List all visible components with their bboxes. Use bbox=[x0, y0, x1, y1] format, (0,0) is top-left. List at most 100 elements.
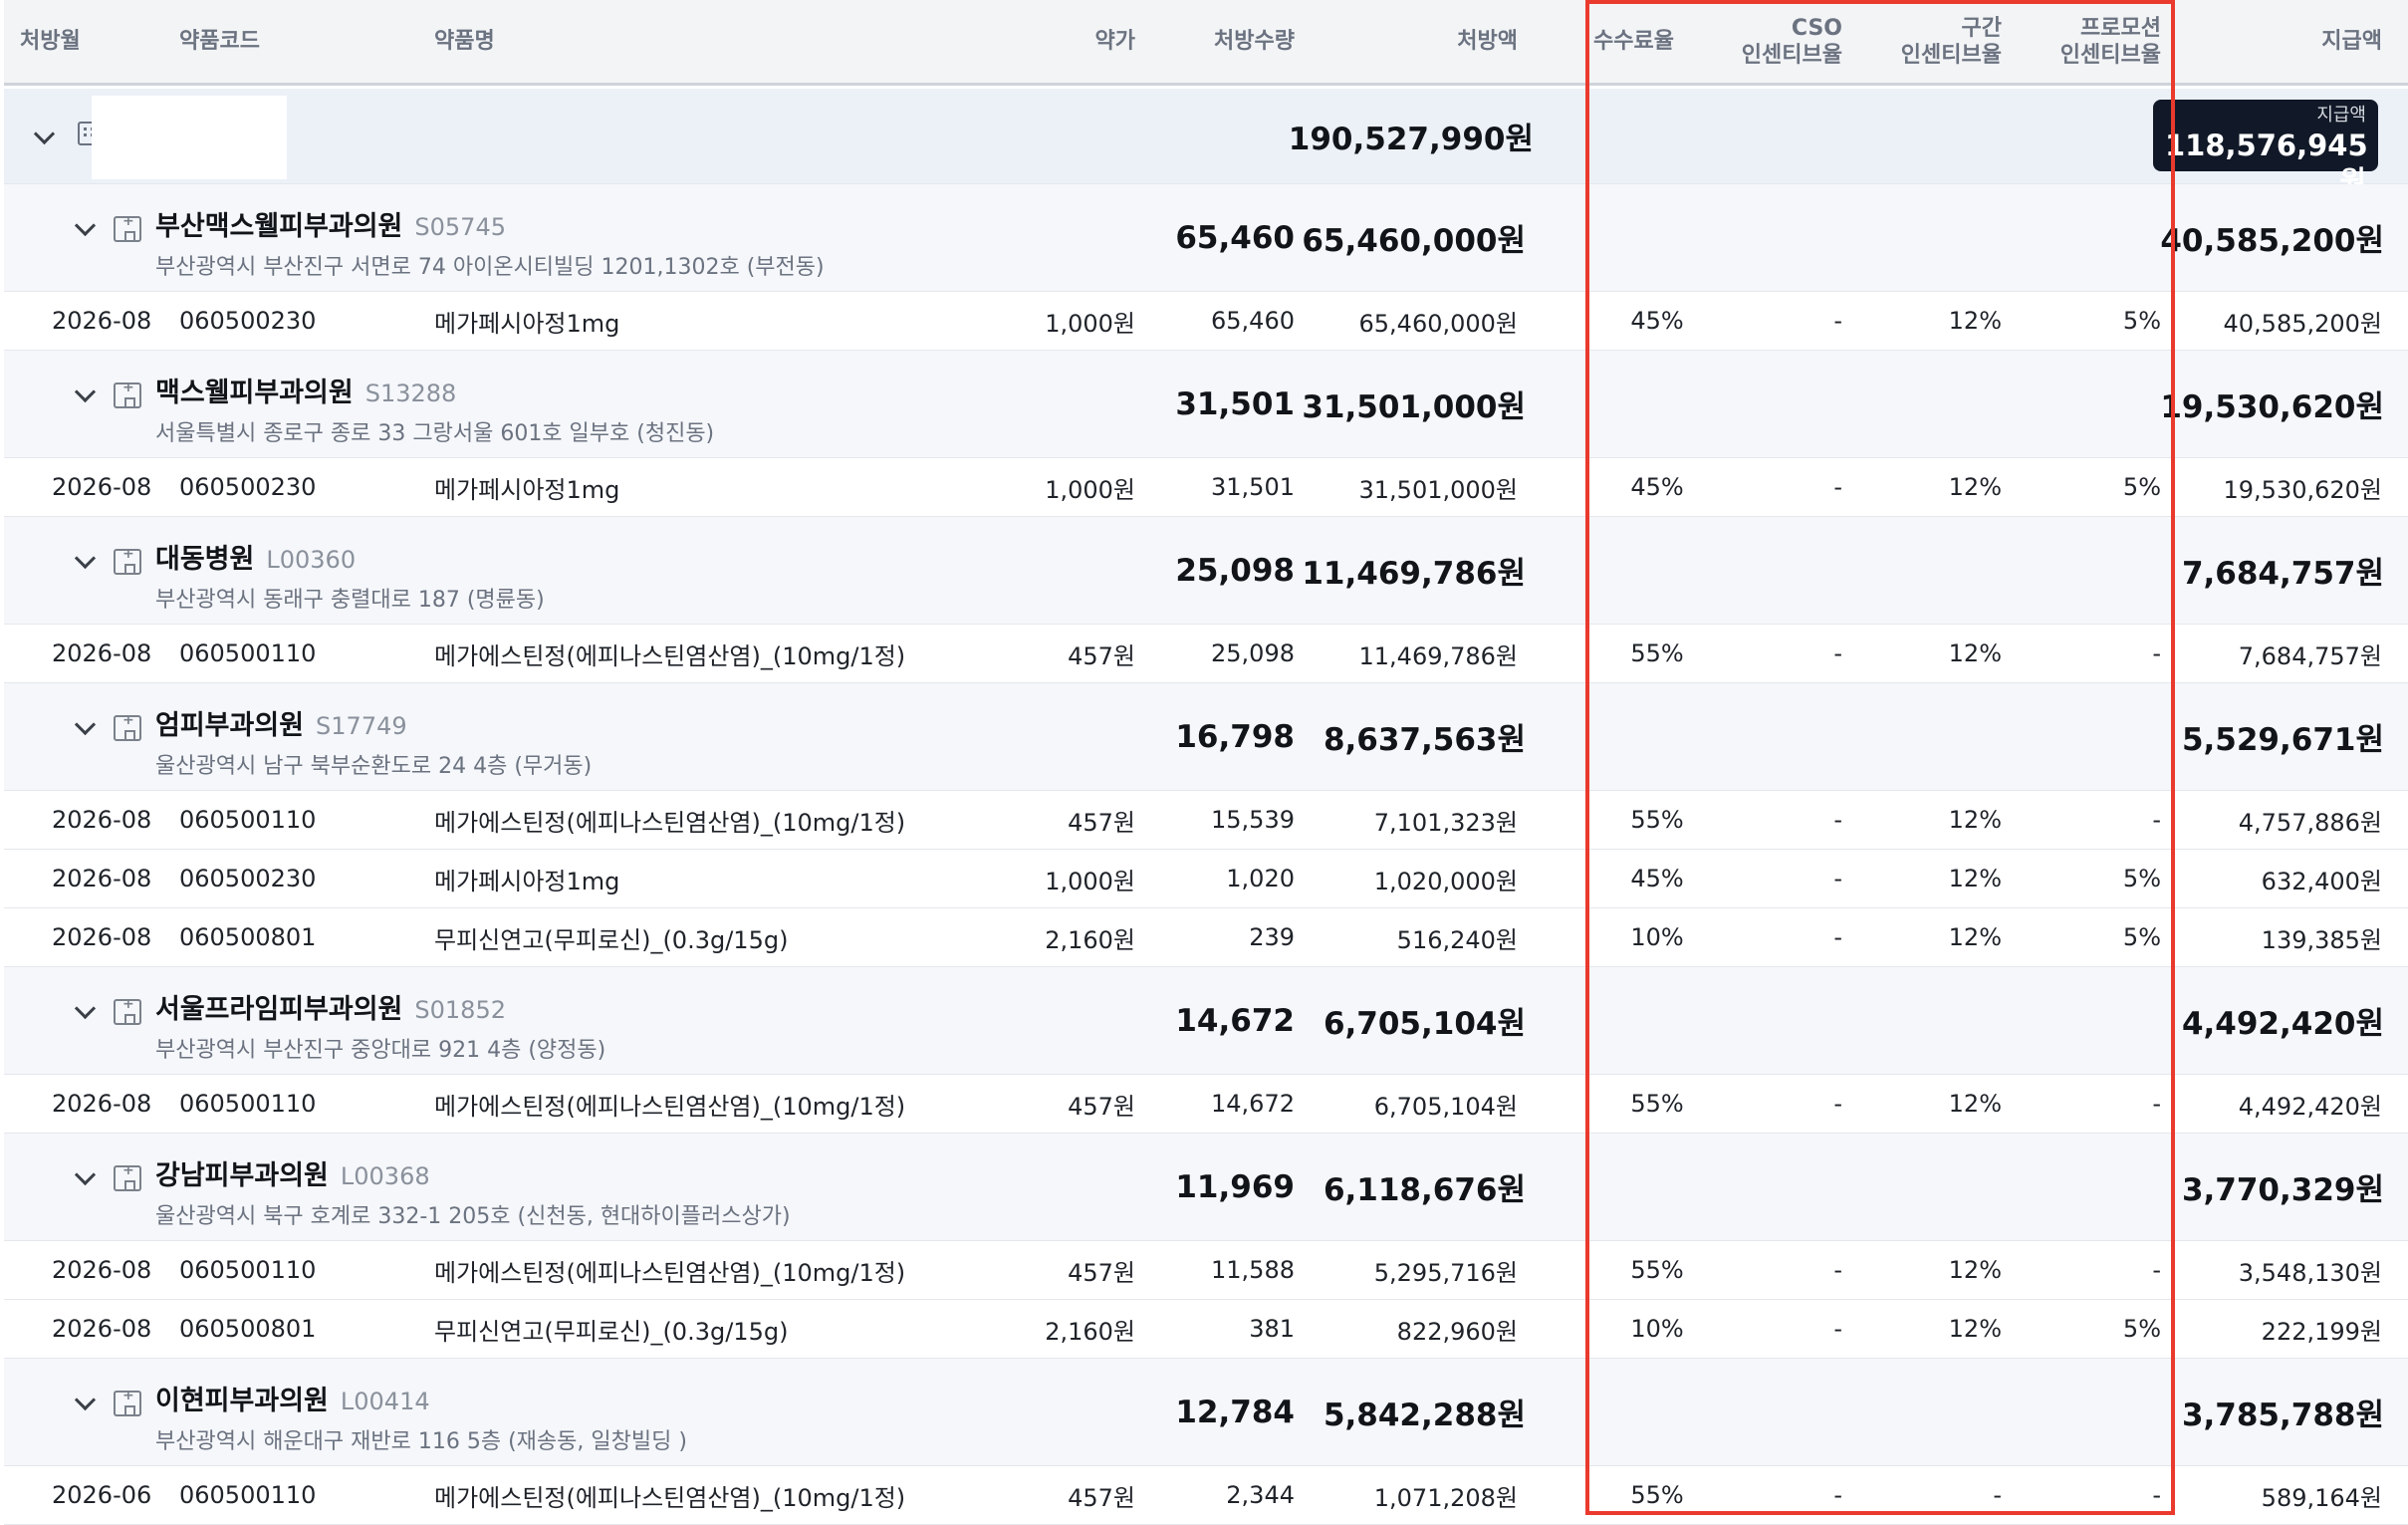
cell-promo-rate: - bbox=[2152, 639, 2161, 667]
cell-month: 2026-08 bbox=[52, 473, 152, 501]
clinic-row[interactable]: 강남피부과의원 L00368 울산광역시 북구 호계로 332-1 205호 (신천… bbox=[4, 1134, 2408, 1241]
col-header-name[interactable]: 약품명 bbox=[434, 29, 495, 54]
clinic-info: 이현피부과의원 L00414 부산광역시 해운대구 재반로 116 5층 (재송동,… bbox=[155, 1379, 687, 1455]
clinic-payment: 7,684,757원 bbox=[2181, 556, 2384, 592]
clinic-amount: 5,842,288원 bbox=[1323, 1398, 1526, 1433]
chevron-down-icon[interactable] bbox=[74, 214, 97, 237]
total-payment-label: 지급액 bbox=[2316, 105, 2366, 126]
clinic-info: 엄피부과의원 S17749 울산광역시 남구 북부순환도로 24 4층 (무거동) bbox=[155, 703, 592, 780]
col-header-cso[interactable]: CSO 인센티브율 bbox=[1741, 0, 1842, 83]
chevron-down-icon[interactable] bbox=[74, 997, 97, 1020]
cell-payment: 589,164원 bbox=[2261, 1483, 2382, 1512]
col-header-promo[interactable]: 프로모션 인센티브율 bbox=[2002, 0, 2161, 83]
chevron-down-icon[interactable] bbox=[74, 713, 97, 736]
cell-amount: 1,020,000원 bbox=[1373, 867, 1518, 895]
clinic-row[interactable]: 부산맥스웰피부과의원 S05745 부산광역시 부산진구 서면로 74 아이온시티빌… bbox=[4, 184, 2408, 292]
clinic-payment: 19,530,620원 bbox=[2160, 389, 2384, 425]
col-header-code[interactable]: 약품코드 bbox=[179, 29, 260, 54]
cell-fee-rate: 10% bbox=[1630, 1315, 1684, 1343]
cell-month: 2026-08 bbox=[52, 639, 152, 667]
col-header-promo-line1: 프로모션 bbox=[2080, 15, 2161, 41]
drug-row[interactable]: 2026-08 060500801 무피신연고(무피로신)_(0.3g/15g) 2,… bbox=[4, 908, 2408, 967]
col-header-payment[interactable]: 지급액 bbox=[2321, 29, 2382, 54]
cell-code: 060500110 bbox=[179, 639, 317, 667]
cell-qty: 11,588 bbox=[1211, 1256, 1295, 1284]
cell-fee-rate: 55% bbox=[1630, 1090, 1684, 1118]
col-header-cso-line1: CSO bbox=[1791, 15, 1842, 41]
cell-code: 060500230 bbox=[179, 473, 317, 501]
cell-code: 060500110 bbox=[179, 1256, 317, 1284]
drug-row[interactable]: 2026-08 060500110 메가에스틴정(에피나스틴염산염)_(10mg/1… bbox=[4, 1075, 2408, 1134]
chevron-down-icon[interactable] bbox=[74, 1389, 97, 1411]
cell-cso-rate: - bbox=[1833, 1481, 1842, 1509]
clinic-row[interactable]: 서울프라임피부과의원 S01852 부산광역시 부산진구 중앙대로 921 4층 (… bbox=[4, 967, 2408, 1075]
cell-drug-name: 무피신연고(무피로신)_(0.3g/15g) bbox=[434, 1317, 789, 1346]
chevron-down-icon[interactable] bbox=[74, 1163, 97, 1186]
clinic-address: 울산광역시 북구 호계로 332-1 205호 (신천동, 현대하이플러스상가) bbox=[155, 1204, 791, 1229]
cell-qty: 14,672 bbox=[1211, 1090, 1295, 1118]
cell-section-rate: 12% bbox=[1948, 1256, 2002, 1284]
drug-row[interactable]: 2026-08 060500801 무피신연고(무피로신)_(0.3g/15g) 2,… bbox=[4, 1300, 2408, 1359]
clinic-address: 부산광역시 해운대구 재반로 116 5층 (재송동, 일창빌딩 ) bbox=[155, 1429, 687, 1454]
cell-price: 1,000원 bbox=[1045, 475, 1135, 504]
drug-row[interactable]: 2026-08 060500230 메가페시아정1mg 1,000원 31,501 31,… bbox=[4, 458, 2408, 517]
col-header-amount[interactable]: 처방액 bbox=[1457, 29, 1518, 54]
clinic-code: L00368 bbox=[340, 1162, 430, 1190]
cell-month: 2026-08 bbox=[52, 1090, 152, 1118]
col-header-fee-rate[interactable]: 수수료율 bbox=[1593, 29, 1674, 54]
cell-cso-rate: - bbox=[1833, 307, 1842, 335]
col-header-section[interactable]: 구간 인센티브율 bbox=[1842, 0, 2002, 83]
cell-qty: 2,344 bbox=[1226, 1481, 1295, 1509]
clinic-address: 서울특별시 종로구 종로 33 그랑서울 601호 일부호 (청진동) bbox=[155, 421, 715, 446]
cell-payment: 222,199원 bbox=[2261, 1317, 2382, 1346]
drug-row[interactable]: 2026-08 060500110 메가에스틴정(에피나스틴염산염)_(10mg/1… bbox=[4, 791, 2408, 850]
cell-amount: 5,295,716원 bbox=[1373, 1258, 1518, 1287]
cell-qty: 25,098 bbox=[1211, 639, 1295, 667]
col-header-price[interactable]: 약가 bbox=[1094, 29, 1135, 54]
cell-section-rate: 12% bbox=[1948, 639, 2002, 667]
cell-promo-rate: 5% bbox=[2122, 473, 2161, 501]
cell-month: 2026-08 bbox=[52, 923, 152, 951]
col-header-month[interactable]: 처방월 bbox=[20, 29, 81, 54]
cell-cso-rate: - bbox=[1833, 473, 1842, 501]
cell-month: 2026-08 bbox=[52, 1315, 152, 1343]
drug-row[interactable]: 2026-08 060500230 메가페시아정1mg 1,000원 65,460 65,… bbox=[4, 292, 2408, 351]
clinic-row[interactable]: 이현피부과의원 L00414 부산광역시 해운대구 재반로 116 5층 (재송동,… bbox=[4, 1359, 2408, 1466]
drug-row[interactable]: 2026-08 060500110 메가에스틴정(에피나스틴염산염)_(10mg/1… bbox=[4, 1241, 2408, 1300]
chevron-down-icon[interactable] bbox=[74, 381, 97, 403]
cell-price: 457원 bbox=[1068, 808, 1135, 837]
cell-price: 457원 bbox=[1068, 1092, 1135, 1121]
clinic-name: 엄피부과의원 bbox=[155, 710, 305, 741]
drug-row[interactable]: 2026-08 060500230 메가페시아정1mg 1,000원 1,020 1,02… bbox=[4, 850, 2408, 908]
clinic-row[interactable]: 엄피부과의원 S17749 울산광역시 남구 북부순환도로 24 4층 (무거동) 1… bbox=[4, 683, 2408, 791]
col-header-qty[interactable]: 처방수량 bbox=[1214, 29, 1295, 54]
hospital-icon bbox=[114, 1388, 141, 1416]
col-header-cso-line2: 인센티브율 bbox=[1741, 42, 1842, 68]
cell-fee-rate: 55% bbox=[1630, 1256, 1684, 1284]
chevron-down-icon[interactable] bbox=[74, 547, 97, 570]
cell-fee-rate: 10% bbox=[1630, 923, 1684, 951]
clinic-name: 부산맥스웰피부과의원 bbox=[155, 211, 403, 242]
clinic-qty: 25,098 bbox=[1175, 552, 1295, 589]
clinic-amount: 6,118,676원 bbox=[1323, 1172, 1526, 1208]
hospital-icon bbox=[114, 546, 141, 575]
cell-price: 457원 bbox=[1068, 641, 1135, 670]
col-header-promo-line2: 인센티브율 bbox=[2059, 42, 2161, 68]
clinic-amount: 6,705,104원 bbox=[1323, 1006, 1526, 1042]
cell-code: 060500110 bbox=[179, 1090, 317, 1118]
cell-price: 457원 bbox=[1068, 1258, 1135, 1287]
total-amount: 190,527,990원 bbox=[1288, 122, 1534, 157]
drug-row[interactable]: 2026-08 060500110 메가에스틴정(에피나스틴염산염)_(10mg/1… bbox=[4, 625, 2408, 683]
drug-row[interactable]: 2026-06 060500110 메가에스틴정(에피나스틴염산염)_(10mg/1… bbox=[4, 1466, 2408, 1525]
clinic-code: S13288 bbox=[364, 380, 457, 407]
clinic-row[interactable]: 대동병원 L00360 부산광역시 동래구 충렬대로 187 (명륜동) 25,098… bbox=[4, 517, 2408, 625]
clinic-payment: 3,785,788원 bbox=[2181, 1398, 2384, 1433]
cell-drug-name: 메가에스틴정(에피나스틴염산염)_(10mg/1정) bbox=[434, 1258, 906, 1287]
cell-month: 2026-08 bbox=[52, 307, 152, 335]
clinic-info: 부산맥스웰피부과의원 S05745 부산광역시 부산진구 서면로 74 아이온시티빌… bbox=[155, 204, 825, 281]
cell-month: 2026-08 bbox=[52, 1256, 152, 1284]
chevron-down-icon[interactable] bbox=[33, 123, 56, 145]
cell-code: 060500801 bbox=[179, 923, 317, 951]
clinic-row[interactable]: 맥스웰피부과의원 S13288 서울특별시 종로구 종로 33 그랑서울 601호 … bbox=[4, 351, 2408, 458]
cell-amount: 6,705,104원 bbox=[1373, 1092, 1518, 1121]
